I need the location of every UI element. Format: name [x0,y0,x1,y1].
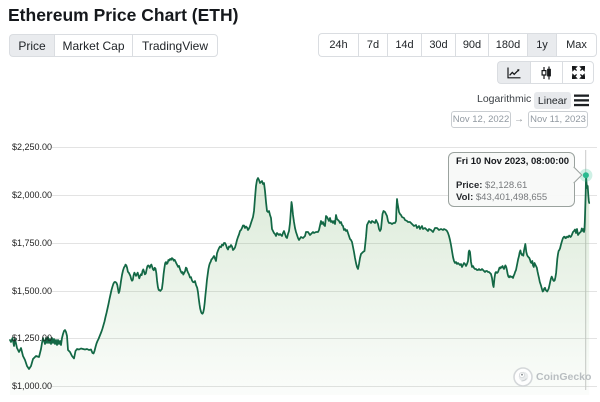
svg-text:$1,500.00: $1,500.00 [12,286,52,296]
svg-text:$1,750.00: $1,750.00 [12,238,52,248]
svg-text:$1,000.00: $1,000.00 [12,381,52,391]
svg-text:$1,250.00: $1,250.00 [12,333,52,343]
svg-text:$2,250.00: $2,250.00 [12,142,52,152]
svg-text:$2,000.00: $2,000.00 [12,190,52,200]
